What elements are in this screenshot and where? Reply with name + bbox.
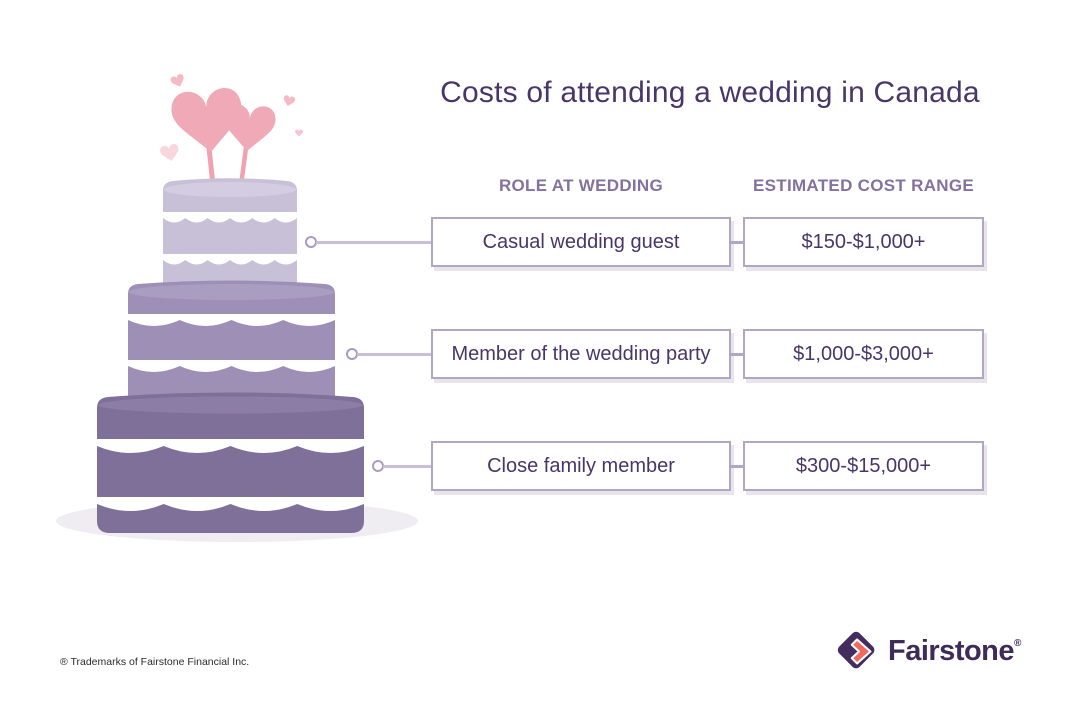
role-label: Casual wedding guest — [482, 230, 680, 253]
connector-line-row1 — [316, 241, 431, 244]
connector-mid-row3 — [731, 465, 743, 468]
cost-value: $300-$15,000+ — [795, 454, 932, 477]
cost-box-casual-guest: $150-$1,000+ — [743, 217, 984, 267]
cake-middle-tier — [128, 280, 335, 396]
connector-mid-row2 — [731, 353, 743, 356]
fairstone-logo-icon — [837, 631, 875, 669]
trademark-footnote: ® Trademarks of Fairstone Financial Inc. — [60, 656, 250, 668]
column-header-cost: ESTIMATED COST RANGE — [752, 176, 975, 195]
fairstone-logo: Fairstone® — [836, 628, 1021, 674]
role-box-close-family: Close family member — [431, 441, 731, 491]
role-box-wedding-party: Member of the wedding party — [431, 329, 731, 379]
column-header-role: ROLE AT WEDDING — [498, 176, 664, 195]
wedding-cake-illustration — [56, 74, 418, 542]
cost-value: $1,000-$3,000+ — [793, 342, 934, 365]
role-label: Member of the wedding party — [451, 342, 711, 365]
fairstone-wordmark-text: Fairstone — [888, 634, 1015, 667]
connector-mid-row1 — [731, 241, 743, 244]
cost-box-close-family: $300-$15,000+ — [743, 441, 984, 491]
registered-mark: ® — [1014, 637, 1021, 649]
connector-line-row3 — [383, 465, 431, 468]
fairstone-wordmark: Fairstone® — [888, 635, 1021, 668]
page-title: Costs of attending a wedding in Canada — [440, 76, 980, 109]
heart-icon — [160, 74, 303, 162]
role-box-casual-guest: Casual wedding guest — [431, 217, 731, 267]
cake-top-tier — [163, 178, 297, 284]
cake-bottom-tier — [97, 392, 364, 533]
connector-line-row2 — [357, 353, 431, 356]
role-label: Close family member — [487, 454, 675, 477]
cost-box-wedding-party: $1,000-$3,000+ — [743, 329, 984, 379]
cost-value: $150-$1,000+ — [801, 230, 926, 253]
